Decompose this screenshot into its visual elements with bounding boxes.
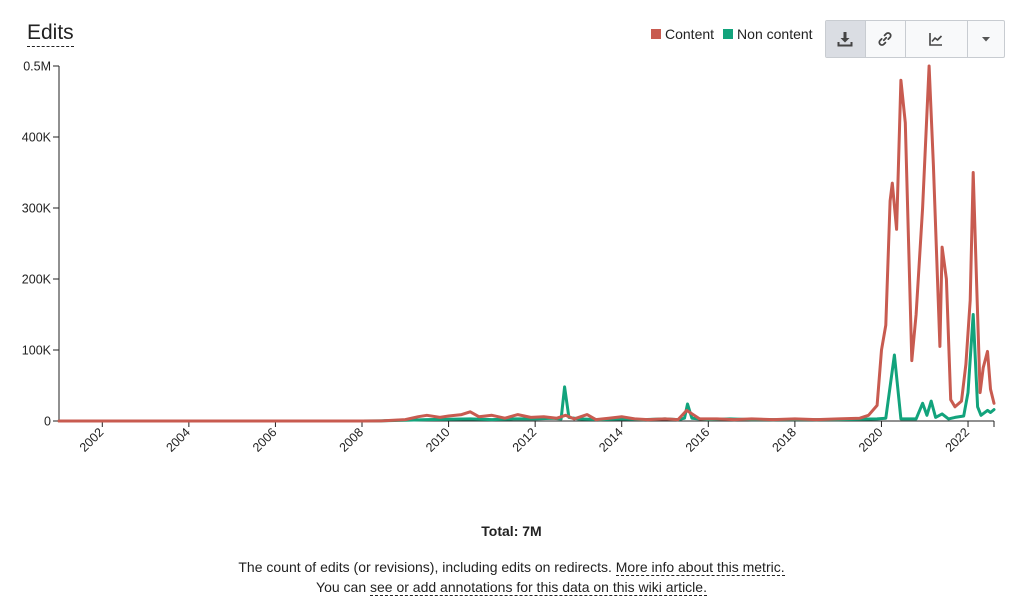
description-line-1: The count of edits (or revisions), inclu…	[0, 557, 1023, 577]
y-tick-label: 200K	[22, 273, 52, 287]
x-tick-label: 2020	[856, 425, 886, 455]
y-tick-label: 100K	[22, 344, 52, 358]
chart-title[interactable]: Edits	[27, 20, 74, 47]
chevron-down-icon	[982, 37, 991, 42]
download-icon	[837, 32, 853, 47]
x-tick-label: 2004	[163, 425, 193, 455]
legend-swatch-non-content	[723, 29, 734, 39]
legend-label-content: Content	[665, 26, 715, 42]
link-icon	[878, 32, 892, 46]
description-text: The count of edits (or revisions), inclu…	[238, 559, 612, 575]
series-line-non-content	[57, 313, 996, 423]
link-button[interactable]	[866, 21, 906, 57]
more-button[interactable]	[968, 21, 1004, 57]
x-tick-label: 2002	[77, 425, 107, 455]
legend-item-content[interactable]: Content	[651, 26, 714, 42]
description-line-2: You can see or add annotations for this …	[0, 577, 1023, 597]
chart-type-button[interactable]	[906, 21, 969, 57]
legend-item-non-content[interactable]: Non content	[723, 26, 813, 42]
x-tick-label: 2010	[423, 425, 453, 455]
annotations-link[interactable]: see or add annotations for this data on …	[370, 579, 707, 596]
y-tick-label: 0	[44, 415, 51, 429]
metric-description: The count of edits (or revisions), inclu…	[0, 557, 1023, 597]
line-chart-icon	[929, 33, 943, 46]
chart-toolbar	[825, 20, 1005, 58]
x-tick-label: 2016	[683, 425, 713, 455]
edits-line-chart: 0 100K 200K 300K 400K 0.5M 2002 2004 2006 2008 201…	[22, 60, 996, 455]
legend-label-non-content: Non content	[737, 26, 813, 42]
y-tick-label: 300K	[22, 202, 52, 216]
total-value: Total: 7M	[481, 523, 542, 539]
x-tick-label: 2008	[337, 425, 367, 455]
x-tick-label: 2018	[769, 425, 799, 455]
legend-swatch-content	[651, 29, 661, 39]
annotation-prefix: You can	[316, 579, 367, 595]
x-tick-label: 2012	[510, 425, 540, 455]
x-tick-label: 2006	[250, 425, 280, 455]
y-tick-label: 400K	[22, 131, 52, 145]
chart-legend: Content Non content	[651, 26, 822, 42]
download-button[interactable]	[826, 21, 866, 57]
series-line-content	[57, 64, 996, 423]
y-tick-label: 0.5M	[23, 60, 51, 74]
metric-info-link[interactable]: More info about this metric.	[615, 559, 785, 576]
x-tick-label: 2022	[943, 425, 973, 455]
x-tick-label: 2014	[596, 425, 626, 455]
